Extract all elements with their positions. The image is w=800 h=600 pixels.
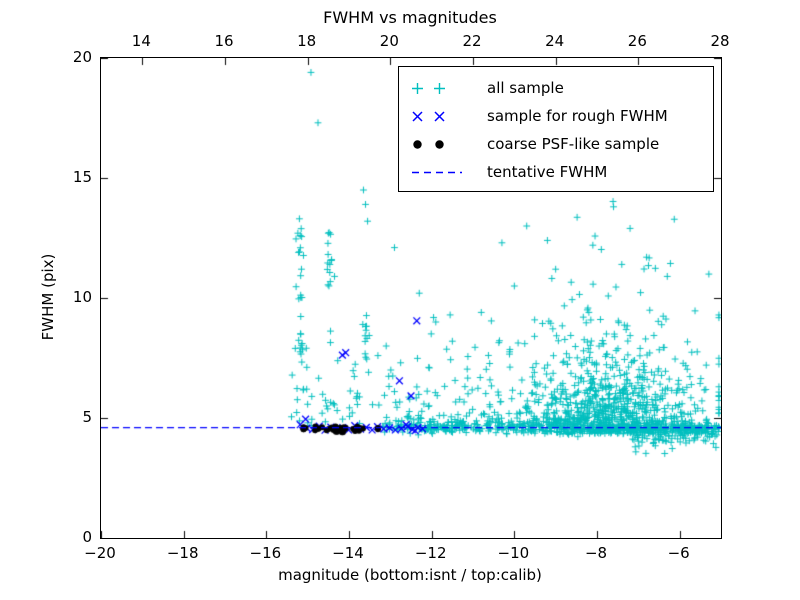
top-tick-label: 20 <box>379 32 399 50</box>
legend-entry: coarse PSF-like sample <box>399 130 713 158</box>
y-tick-label: 15 <box>72 168 92 186</box>
top-tick-label: 26 <box>627 32 647 50</box>
x-tick-label: −6 <box>667 544 690 562</box>
top-tick-label: 22 <box>462 32 482 50</box>
dot-marker-icon <box>411 138 473 151</box>
x-marker-icon <box>411 110 473 123</box>
legend-label: tentative FWHM <box>487 163 608 181</box>
x-tick-label: −12 <box>414 544 447 562</box>
y-tick-label: 0 <box>82 528 92 546</box>
legend-label: sample for rough FWHM <box>487 107 668 125</box>
top-tick-label: 28 <box>710 32 730 50</box>
top-tick-label: 24 <box>545 32 565 50</box>
top-tick-label: 18 <box>297 32 317 50</box>
legend: all sample sample for rough FWHM coarse PS… <box>398 66 714 192</box>
x-tick-label: −8 <box>584 544 608 562</box>
legend-label: coarse PSF-like sample <box>487 135 660 153</box>
plus-marker-icon <box>411 82 473 95</box>
dashed-marker-icon <box>411 166 473 179</box>
legend-entry: sample for rough FWHM <box>399 102 713 130</box>
legend-entry: all sample <box>399 74 713 102</box>
y-tick-label: 10 <box>72 288 92 306</box>
legend-entry: tentative FWHM <box>399 158 713 186</box>
top-tick-label: 16 <box>214 32 234 50</box>
top-tick-label: 14 <box>131 32 151 50</box>
x-tick-label: −18 <box>166 544 199 562</box>
x-tick-label: −20 <box>84 544 116 562</box>
y-tick-label: 5 <box>82 408 92 426</box>
x-tick-label: −10 <box>497 544 530 562</box>
y-tick-label: 20 <box>72 48 92 66</box>
x-axis-label: magnitude (bottom:isnt / top:calib) <box>278 566 542 584</box>
legend-label: all sample <box>487 79 564 97</box>
x-tick-label: −14 <box>332 544 364 562</box>
x-tick-label: −16 <box>249 544 282 562</box>
chart-title: FWHM vs magnitudes <box>323 8 497 27</box>
plot-area: all sample sample for rough FWHM coarse PS… <box>100 57 722 539</box>
y-axis-label: FWHM (pix) <box>39 253 57 341</box>
